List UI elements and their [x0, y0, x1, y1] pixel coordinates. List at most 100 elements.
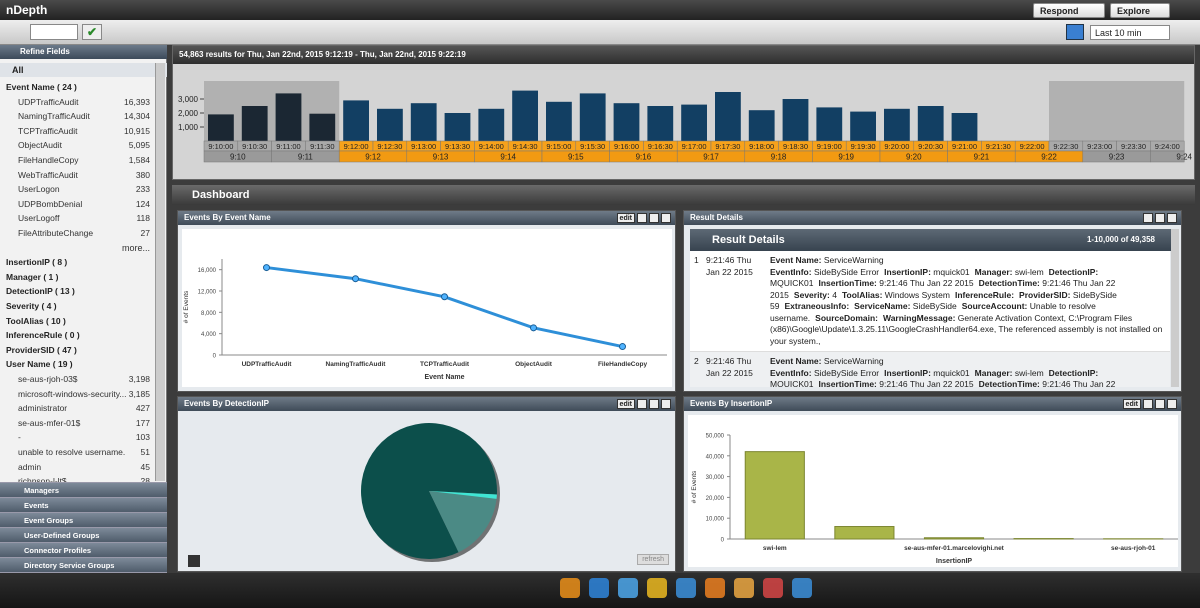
nav-panel[interactable]: Connector Profiles — [0, 542, 167, 557]
field-value[interactable]: microsoft-windows-security... — [18, 388, 127, 399]
bar[interactable] — [613, 103, 640, 141]
field-value[interactable]: UDPBombDenial — [18, 198, 83, 209]
close-button[interactable] — [661, 399, 671, 409]
field-group[interactable]: Event Name ( 24 ) — [6, 82, 77, 92]
bar[interactable] — [478, 108, 505, 141]
explore-button[interactable]: Explore — [1110, 3, 1170, 18]
maximize-button[interactable] — [1155, 213, 1165, 223]
field-group[interactable]: InferenceRule ( 0 ) — [6, 330, 80, 341]
minimize-button[interactable] — [637, 399, 647, 409]
close-button[interactable] — [1167, 213, 1177, 223]
bar[interactable] — [834, 526, 895, 540]
field-group[interactable]: DetectionIP ( 13 ) — [6, 286, 75, 297]
pie-slice[interactable] — [429, 491, 497, 553]
close-button[interactable] — [661, 213, 671, 223]
search-box[interactable] — [30, 24, 78, 40]
bar[interactable] — [241, 106, 268, 141]
field-group[interactable]: InsertionIP ( 8 ) — [6, 257, 68, 268]
bar[interactable] — [782, 99, 809, 141]
close-button[interactable] — [1167, 399, 1177, 409]
dock-icon[interactable] — [763, 578, 783, 598]
field-value[interactable]: administrator — [18, 403, 68, 414]
time-range[interactable]: Last 10 min — [1090, 25, 1170, 40]
data-point[interactable] — [530, 324, 537, 332]
dock-icon[interactable] — [618, 578, 638, 598]
field-group[interactable]: Manager ( 1 ) — [6, 271, 59, 282]
edit-button[interactable]: edit — [616, 399, 635, 409]
nav-panel[interactable]: User-Defined Groups — [0, 527, 167, 542]
data-point[interactable] — [352, 275, 359, 283]
field-value[interactable]: se-aus-rjoh-03$ — [18, 374, 78, 384]
play-button[interactable] — [1066, 24, 1084, 40]
dock-icon[interactable] — [734, 578, 754, 598]
field-value[interactable]: UDPTrafficAudit — [18, 96, 79, 107]
minimize-button[interactable] — [1143, 399, 1153, 409]
maximize-button[interactable] — [649, 399, 659, 409]
bar[interactable] — [748, 110, 775, 141]
bar[interactable] — [444, 113, 471, 141]
field-value[interactable]: UserLogoff — [18, 213, 60, 224]
bar[interactable] — [377, 108, 403, 141]
dock-icon[interactable] — [647, 578, 667, 598]
field-group[interactable]: ProviderSID ( 47 ) — [6, 344, 77, 355]
data-point[interactable] — [619, 343, 626, 351]
bar[interactable] — [816, 107, 843, 141]
dock-icon[interactable] — [792, 578, 812, 598]
bar[interactable] — [309, 113, 336, 141]
field-value[interactable]: - — [18, 432, 21, 443]
field-value[interactable]: FileAttributeChange — [18, 228, 94, 238]
dock-icon[interactable] — [705, 578, 725, 598]
dock-icon[interactable] — [589, 578, 609, 598]
bar[interactable] — [681, 104, 707, 141]
nav-panel[interactable]: Directory Service Groups — [0, 557, 167, 572]
field-value[interactable]: WebTrafficAudit — [18, 169, 78, 180]
field-value[interactable]: admin — [18, 461, 42, 472]
bar[interactable] — [275, 93, 302, 141]
more-link[interactable]: more... — [121, 242, 150, 253]
bar[interactable] — [343, 100, 369, 141]
bar[interactable] — [546, 101, 572, 141]
field-value[interactable]: unable to resolve username. — [18, 447, 126, 457]
dock-icon[interactable] — [560, 578, 580, 598]
bar[interactable] — [923, 537, 985, 540]
pie-slice[interactable] — [360, 423, 497, 559]
data-point[interactable] — [263, 264, 270, 272]
field-value[interactable]: ObjectAudit — [18, 140, 62, 151]
bar[interactable] — [208, 114, 234, 141]
bar[interactable] — [715, 92, 741, 141]
field-value[interactable]: TCPTrafficAudit — [18, 125, 78, 136]
nav-panel[interactable]: Managers — [0, 482, 167, 497]
data-point[interactable] — [441, 293, 448, 301]
nav-panel[interactable]: Events — [0, 497, 167, 512]
field-value[interactable]: FileHandleCopy — [18, 155, 79, 165]
nav-panel[interactable]: Event Groups — [0, 512, 167, 527]
field-value[interactable]: NamingTrafficAudit — [18, 111, 90, 122]
bar[interactable] — [647, 106, 674, 141]
maximize-button[interactable] — [1155, 399, 1165, 409]
bar[interactable] — [917, 106, 944, 141]
bar[interactable] — [410, 103, 437, 141]
bar[interactable] — [850, 111, 876, 141]
field-value[interactable]: se-aus-mfer-01$ — [18, 417, 81, 428]
bar[interactable] — [579, 93, 606, 141]
pie-slice[interactable] — [429, 491, 497, 499]
field-value[interactable]: UserLogon — [18, 184, 60, 195]
field-group[interactable]: ToolAlias ( 10 ) — [6, 315, 66, 326]
field-value[interactable]: richnson-l-lt$ — [18, 476, 67, 486]
minimize-button[interactable] — [637, 213, 647, 223]
maximize-button[interactable] — [649, 213, 659, 223]
refresh-button[interactable]: refresh — [637, 554, 669, 565]
bar[interactable] — [744, 451, 805, 540]
edit-button[interactable]: edit — [1122, 399, 1141, 409]
minimize-button[interactable] — [1143, 213, 1153, 223]
bar[interactable] — [884, 108, 910, 141]
respond-button[interactable]: Respond — [1033, 3, 1105, 18]
bar[interactable] — [951, 113, 978, 141]
field-group[interactable]: User Name ( 19 ) — [6, 359, 73, 370]
apply-button[interactable]: ✔ — [82, 24, 102, 40]
dock-icon[interactable] — [676, 578, 696, 598]
bar[interactable] — [512, 90, 538, 141]
edit-button[interactable]: edit — [616, 213, 635, 223]
field-group[interactable]: Severity ( 4 ) — [6, 301, 57, 311]
result-record[interactable]: 2 9:21:46 Thu Jan 22 2015 Event Name: Serv… — [690, 352, 1170, 387]
